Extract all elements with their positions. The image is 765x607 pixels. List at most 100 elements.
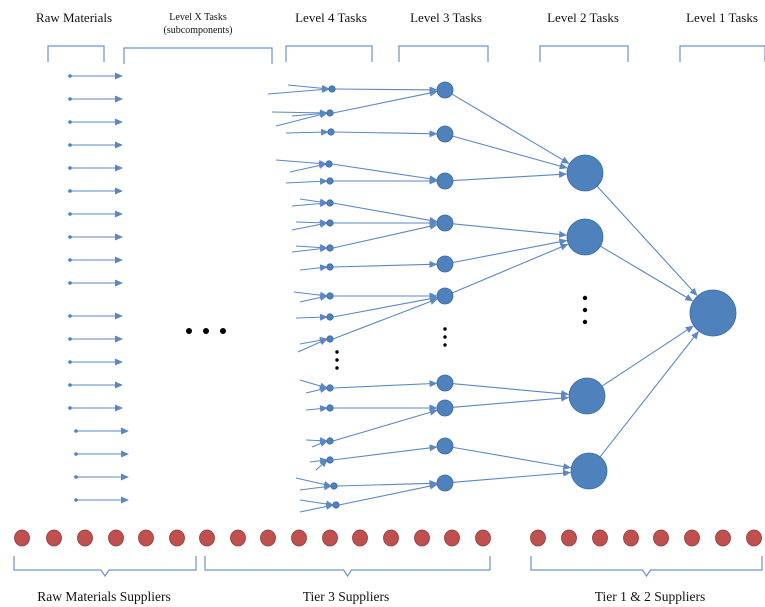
level-4-node bbox=[326, 335, 334, 343]
level-3-node bbox=[436, 474, 454, 492]
supplier-dot bbox=[684, 529, 700, 547]
horizontal-ellipsis-dot bbox=[186, 328, 192, 334]
level-4-node bbox=[327, 128, 335, 136]
level-4-input-arrow bbox=[305, 405, 328, 413]
raw-material-dot bbox=[68, 74, 72, 78]
level-3-node bbox=[436, 125, 454, 143]
level-4-node bbox=[332, 501, 340, 509]
level-4-to-3-arrow bbox=[332, 444, 438, 461]
level-4-to-3-arrow bbox=[331, 163, 438, 183]
level-3-to-2-arrow bbox=[452, 170, 568, 182]
level-4-node bbox=[330, 482, 338, 490]
raw-material-dot bbox=[74, 429, 78, 433]
bracket-level-4 bbox=[285, 45, 373, 62]
level-4-input-arrow bbox=[271, 109, 328, 117]
supplier-dot bbox=[14, 529, 30, 547]
supplier-dot bbox=[199, 529, 215, 547]
level-4-node bbox=[326, 177, 334, 185]
level-4-input-arrow bbox=[275, 159, 327, 167]
bracket-level-3 bbox=[398, 45, 489, 62]
level-3-to-2-arrow bbox=[451, 93, 570, 164]
level-4-input-arrow bbox=[299, 336, 328, 345]
level-4-node bbox=[326, 384, 334, 392]
level-3-to-2-arrow bbox=[452, 238, 568, 264]
level-4-input-arrow bbox=[293, 291, 328, 299]
supplier-dot bbox=[715, 529, 731, 547]
label-level-x-tasks: Level X Tasks bbox=[169, 12, 227, 23]
level-4-node bbox=[326, 263, 334, 271]
horizontal-ellipsis-dot bbox=[220, 328, 226, 334]
level-1-node bbox=[689, 289, 737, 337]
level-4-input-arrow bbox=[297, 338, 328, 353]
level-3-node bbox=[436, 81, 454, 99]
raw-material-dot bbox=[68, 406, 72, 410]
level-4-input-arrow bbox=[287, 84, 330, 92]
raw-material-dot bbox=[68, 235, 72, 239]
level-4-input-arrow bbox=[299, 264, 328, 272]
raw-material-dot bbox=[68, 383, 72, 387]
level-4-to-3-arrow bbox=[332, 380, 438, 389]
level-2-to-1-arrow bbox=[600, 245, 694, 302]
level-3-ellipsis-dot bbox=[443, 335, 447, 339]
raw-material-dot bbox=[68, 166, 72, 170]
level-4-node bbox=[326, 199, 334, 207]
supplier-dot bbox=[291, 529, 307, 547]
bracket-raw-materials-suppliers bbox=[13, 556, 197, 578]
label-level-1-tasks: Level 1 Tasks bbox=[686, 10, 758, 25]
bottom-brackets bbox=[13, 556, 763, 578]
task-nodes bbox=[68, 74, 737, 509]
supplier-dots bbox=[14, 529, 762, 547]
raw-material-dot bbox=[68, 314, 72, 318]
level-2-ellipsis-dot bbox=[582, 307, 588, 313]
label-level-2-tasks: Level 2 Tasks bbox=[547, 10, 619, 25]
level-4-input-arrow bbox=[299, 294, 328, 303]
level-3-node bbox=[436, 374, 454, 392]
level-4-to-3-arrow bbox=[334, 86, 438, 94]
supplier-dot bbox=[138, 529, 154, 547]
level-4-to-3-arrow bbox=[336, 479, 438, 487]
raw-material-dot bbox=[68, 97, 72, 101]
level-3-node bbox=[436, 399, 454, 417]
level-2-node bbox=[566, 218, 604, 256]
supplier-dot bbox=[592, 529, 608, 547]
bracket-raw-materials bbox=[47, 45, 105, 62]
level-2-ellipsis-dot bbox=[582, 295, 588, 301]
level-4-input-arrow bbox=[291, 110, 328, 118]
level-4-node bbox=[326, 244, 334, 252]
raw-material-dot bbox=[68, 281, 72, 285]
supplier-dot bbox=[46, 529, 62, 547]
level-4-to-3-arrow bbox=[332, 260, 438, 268]
level-2-to-1-arrow bbox=[599, 331, 699, 458]
level-4-input-arrow bbox=[299, 198, 328, 206]
label-tier-3-suppliers: Tier 3 Suppliers bbox=[303, 589, 390, 604]
level-4-input-arrow bbox=[305, 386, 328, 394]
level-3-to-2-arrow bbox=[452, 243, 569, 294]
raw-material-dot bbox=[68, 189, 72, 193]
raw-material-dot bbox=[68, 120, 72, 124]
level-3-to-2-arrow bbox=[452, 135, 568, 170]
level-4-input-arrow bbox=[285, 128, 329, 136]
label-tier-1-2-suppliers: Tier 1 & 2 Suppliers bbox=[595, 589, 706, 604]
raw-material-dot bbox=[74, 498, 78, 502]
level-3-to-2-arrow bbox=[452, 446, 572, 471]
level-3-node bbox=[436, 214, 454, 232]
level-4-input-arrow bbox=[291, 220, 328, 231]
level-4-node bbox=[326, 219, 334, 227]
supplier-dot bbox=[169, 529, 185, 547]
level-4-input-arrow bbox=[291, 245, 328, 253]
supplier-dot bbox=[108, 529, 124, 547]
level-3-node bbox=[436, 255, 454, 273]
level-2-ellipsis-dot bbox=[582, 319, 588, 325]
level-4-node bbox=[326, 437, 334, 445]
level-4-node bbox=[326, 456, 334, 464]
level-2-node bbox=[566, 154, 604, 192]
level-4-input-arrow bbox=[289, 162, 327, 173]
level-4-input-arrow bbox=[275, 111, 328, 127]
bracket-level-2 bbox=[539, 45, 629, 62]
bracket-tier-1-2-suppliers bbox=[530, 556, 763, 578]
level-2-to-1-arrow bbox=[601, 325, 694, 387]
level-4-node bbox=[325, 160, 333, 168]
raw-material-dot bbox=[68, 258, 72, 262]
raw-material-dot bbox=[68, 337, 72, 341]
supplier-dot bbox=[260, 529, 276, 547]
